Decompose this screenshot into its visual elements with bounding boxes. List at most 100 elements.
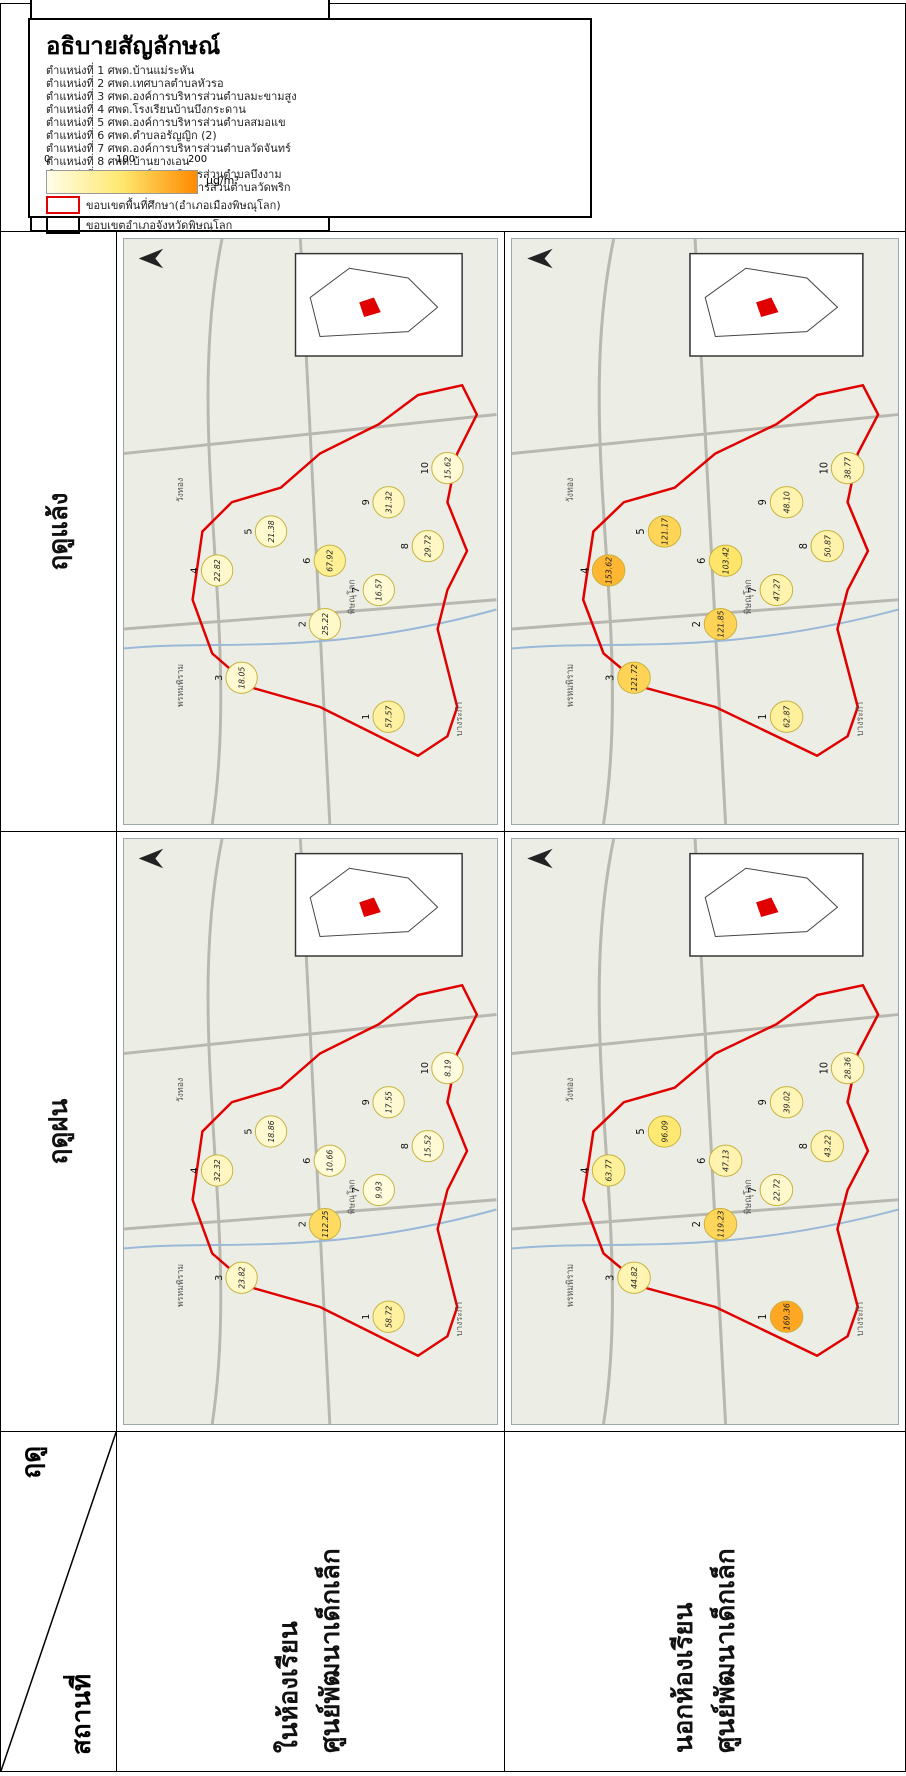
site-value: 63.77 (604, 1159, 613, 1181)
site-value: 29.72 (424, 535, 433, 557)
site-value: 43.22 (823, 1135, 832, 1157)
site-value: 10.66 (326, 1150, 335, 1172)
study-area-boundary (581, 383, 880, 758)
site-number: 7 (351, 587, 362, 593)
map-background (511, 239, 898, 824)
place-label: พิษณุโลก (742, 579, 753, 614)
site-number: 8 (400, 543, 411, 549)
site-number: 8 (798, 543, 809, 549)
map-outdoor-rain-cell: พิษณุโลก บางระกำ วังทอง พรหมพิราม 169.36 1 119… (504, 831, 906, 1432)
site-marker-3 (616, 1261, 651, 1294)
site-value: 119.23 (716, 1210, 725, 1237)
road-line (124, 1013, 497, 1055)
river-line (124, 608, 497, 650)
site-marker-9 (769, 1086, 803, 1119)
site-marker-7 (759, 1173, 793, 1207)
site-number: 3 (214, 675, 225, 681)
site-number: 10 (420, 462, 431, 474)
site-value: 21.38 (267, 520, 276, 542)
site-number: 4 (190, 567, 201, 573)
site-number: 5 (636, 1128, 647, 1134)
site-marker-5 (254, 515, 288, 548)
site-number: 2 (692, 1221, 703, 1227)
site-value: 23.82 (238, 1267, 247, 1289)
site-value: 25.22 (321, 613, 330, 635)
location-header: สถานที่ (67, 1673, 98, 1755)
site-marker-9 (769, 486, 803, 519)
site-number: 5 (636, 528, 647, 534)
site-number: 2 (692, 621, 703, 627)
site-value: 48.10 (782, 491, 791, 513)
site-marker-1 (372, 1300, 405, 1333)
site-marker-4 (591, 1154, 625, 1187)
map-outdoor-dry: พิษณุโลก บางระกำ วังทอง พรหมพิราม 62.87 1 121.… (510, 238, 899, 825)
season-header: ฤดู (17, 1446, 47, 1479)
results-table: ฤดู สถานที่ ฤดูฝน ฤดูแล้ง ในห้องเรียน ศู… (0, 3, 906, 1772)
site-value: 8.19 (443, 1059, 452, 1076)
site-number: 6 (302, 558, 313, 564)
site-value: 169.36 (782, 1303, 791, 1330)
site-value: 17.55 (385, 1091, 394, 1113)
site-number: 6 (697, 558, 708, 564)
site-marker-8 (411, 530, 445, 563)
north-arrow-icon (526, 848, 553, 869)
site-number: 7 (747, 587, 758, 593)
site-number: 6 (697, 1158, 708, 1164)
site-marker-6 (313, 544, 347, 577)
study-area-boundary (581, 983, 880, 1358)
site-value: 96.09 (660, 1120, 669, 1142)
map-background (511, 839, 898, 1424)
site-value: 121.72 (629, 664, 638, 691)
site-marker-2 (308, 608, 342, 641)
road-line (511, 1013, 898, 1055)
road-line (511, 413, 898, 455)
site-value: 44.82 (629, 1267, 638, 1289)
map-outdoor-rain: พิษณุโลก บางระกำ วังทอง พรหมพิราม 169.36 1 119… (510, 838, 899, 1425)
place-label: พิษณุโลก (742, 1179, 753, 1214)
river-line (511, 608, 898, 650)
diagonal-header-cell: ฤดู สถานที่ (0, 1431, 117, 1772)
site-number: 9 (361, 1099, 372, 1105)
site-value: 15.62 (443, 457, 452, 479)
map-outdoor-dry-cell: พิษณุโลก บางระกำ วังทอง พรหมพิราม 62.87 1 121.… (504, 231, 906, 832)
inset-study-area (359, 297, 381, 317)
row-header-outdoor: นอกห้องเรียน ศูนย์พัฒนาเด็กเล็ก (504, 1431, 906, 1772)
site-marker-10 (431, 1052, 464, 1085)
row-outdoor-line2: ศูนย์พัฒนาเด็กเล็ก (710, 1548, 741, 1753)
site-number: 1 (758, 1314, 769, 1320)
study-area-boundary (191, 383, 479, 758)
place-label: พิษณุโลก (346, 579, 357, 614)
map-background (124, 839, 497, 1424)
road-line (124, 413, 497, 455)
site-marker-1 (372, 700, 405, 733)
place-label: บางระกำ (455, 702, 465, 736)
site-number: 3 (605, 1275, 616, 1281)
map-indoor-dry: พิษณุโลก บางระกำ วังทอง พรหมพิราม 57.57 1 25.2… (123, 238, 498, 825)
site-number: 5 (244, 528, 255, 534)
site-number: 8 (798, 1143, 809, 1149)
site-value: 47.13 (721, 1150, 730, 1172)
site-number: 3 (605, 675, 616, 681)
site-marker-2 (308, 1208, 342, 1241)
rain-season-header: ฤดูฝน (0, 831, 117, 1432)
site-value: 50.87 (823, 535, 832, 557)
map-background (124, 239, 497, 824)
road-line (597, 239, 615, 824)
site-value: 47.27 (772, 579, 781, 601)
site-marker-2 (703, 1208, 737, 1241)
site-marker-3 (225, 1261, 258, 1294)
site-marker-7 (362, 1173, 396, 1207)
site-marker-6 (708, 1144, 742, 1177)
road-line (511, 598, 898, 631)
site-number: 2 (297, 621, 308, 627)
place-label: บางระกำ (854, 702, 865, 736)
site-marker-5 (647, 1115, 681, 1148)
site-value: 112.25 (321, 1210, 330, 1237)
site-marker-4 (591, 554, 625, 587)
road-line (597, 839, 615, 1424)
site-marker-5 (254, 1115, 288, 1148)
site-marker-8 (411, 1130, 445, 1163)
inset-study-area (755, 897, 778, 917)
